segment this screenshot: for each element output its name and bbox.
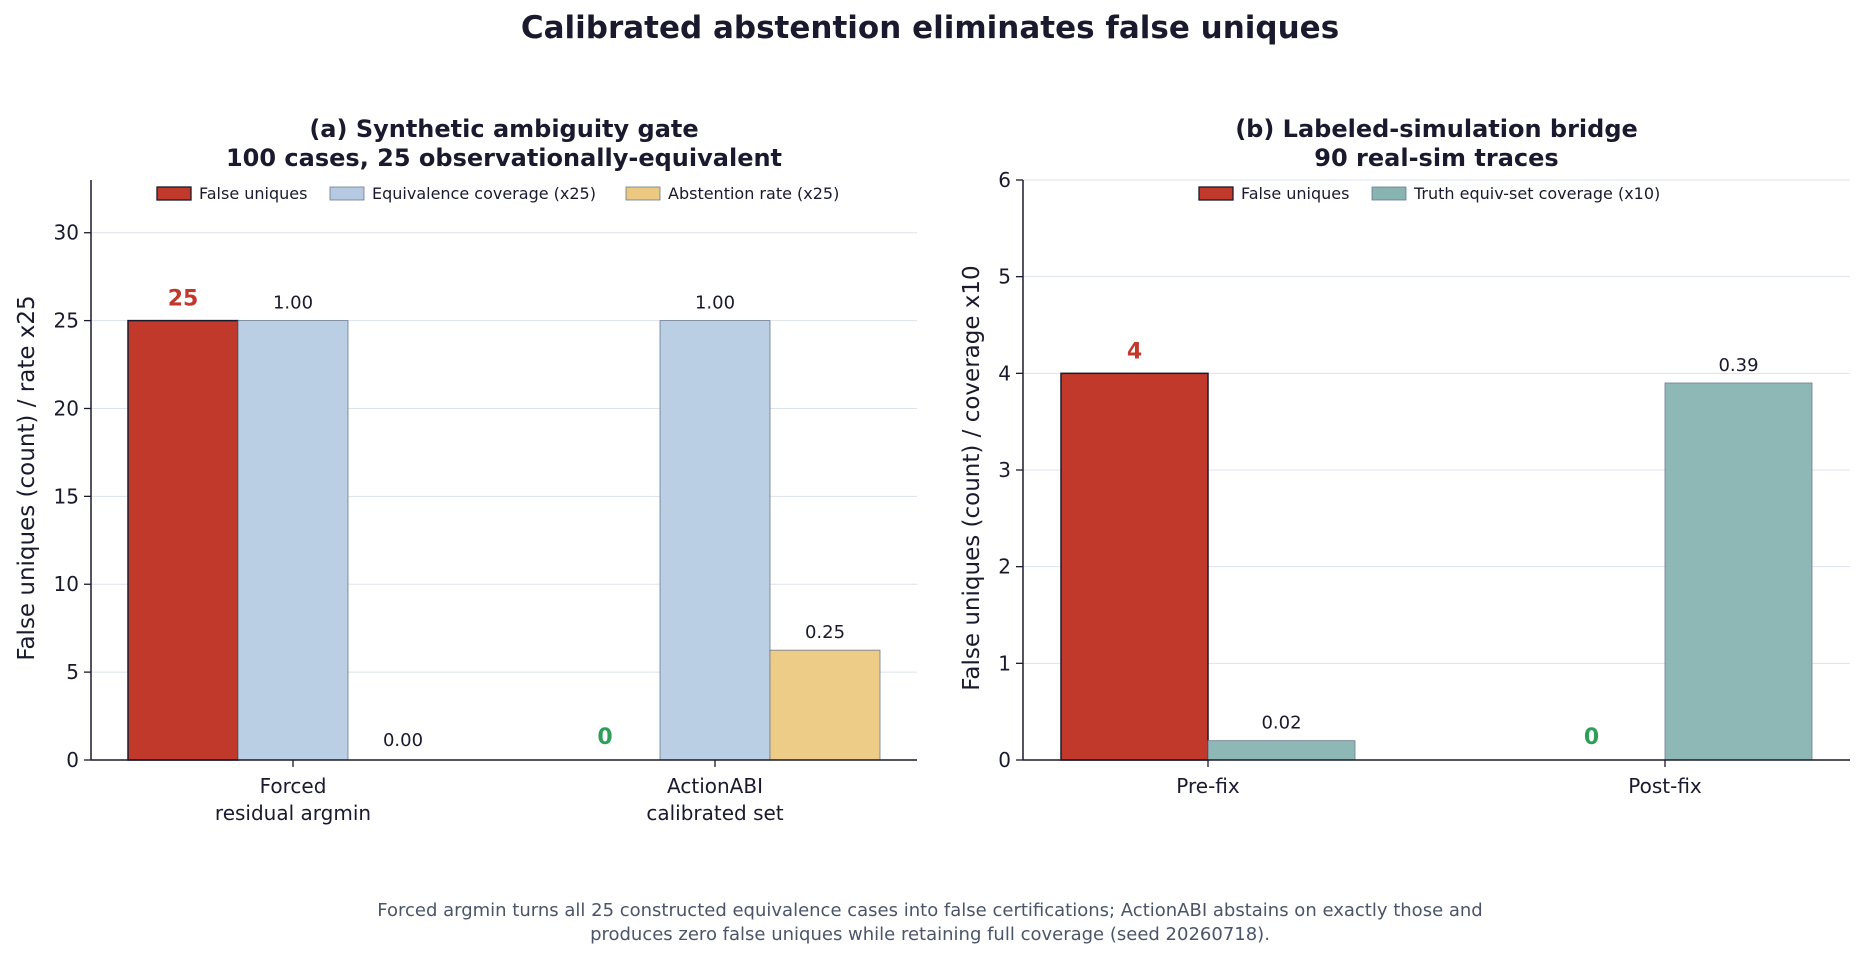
x-tick-label: residual argmin <box>215 801 371 825</box>
caption-line-2: produces zero false uniques while retain… <box>590 924 1270 945</box>
data-label: 1.00 <box>273 293 313 314</box>
y-tick-label: 0 <box>998 748 1011 772</box>
data-label: 25 <box>168 287 199 312</box>
data-label: 0 <box>597 725 612 750</box>
bar <box>1664 382 1813 761</box>
data-label: 0.00 <box>383 730 423 751</box>
data-label: 0.02 <box>1261 713 1301 734</box>
y-tick-label: 30 <box>54 221 79 245</box>
y-tick-label: 2 <box>998 555 1011 579</box>
y-tick-label: 6 <box>998 168 1011 192</box>
bar <box>659 320 771 761</box>
bar <box>1207 740 1356 761</box>
legend-swatch <box>156 186 192 201</box>
data-label: 0 <box>1584 725 1599 750</box>
legend-entry: False uniques <box>1241 184 1349 203</box>
y-tick-label: 1 <box>998 651 1011 675</box>
y-tick-label: 3 <box>998 458 1011 482</box>
bar <box>237 320 349 761</box>
legend-entry: Abstention rate (x25) <box>668 184 839 203</box>
data-label: 0.25 <box>805 622 845 643</box>
y-tick-label: 15 <box>54 484 79 508</box>
y-tick-label: 20 <box>54 396 79 420</box>
data-label: 0.39 <box>1718 355 1758 376</box>
panel-title-line: 90 real-sim traces <box>1314 144 1558 172</box>
legend-entry: Equivalence coverage (x25) <box>372 184 596 203</box>
legend-entry: False uniques <box>199 184 307 203</box>
data-label: 4 <box>1127 339 1142 364</box>
x-tick-label: calibrated set <box>646 801 783 825</box>
legend-swatch <box>1371 186 1407 201</box>
bar <box>127 319 239 761</box>
x-tick-label: Forced <box>260 774 327 798</box>
y-tick-label: 4 <box>998 361 1011 385</box>
panel-title-line: (b) Labeled-simulation bridge <box>1235 115 1638 143</box>
x-tick-label: ActionABI <box>667 774 763 798</box>
y-tick-label: 10 <box>54 572 79 596</box>
y-axis-label: False uniques (count) / coverage x10 <box>959 265 985 690</box>
x-tick-label: Pre-fix <box>1176 774 1240 798</box>
figure-title: Calibrated abstention eliminates false u… <box>521 10 1339 46</box>
legend-swatch <box>625 186 661 201</box>
data-label: 1.00 <box>695 293 735 314</box>
y-tick-label: 25 <box>54 309 79 333</box>
legend-swatch <box>329 186 365 201</box>
panel-title-line: (a) Synthetic ambiguity gate <box>309 115 698 143</box>
bar <box>769 649 881 761</box>
y-tick-label: 5 <box>998 265 1011 289</box>
y-axis-label: False uniques (count) / rate x25 <box>14 295 40 660</box>
legend-entry: Truth equiv-set coverage (x10) <box>1413 184 1660 203</box>
caption-line-1: Forced argmin turns all 25 constructed e… <box>377 900 1482 921</box>
x-tick-label: Post-fix <box>1628 774 1702 798</box>
bar <box>1060 372 1209 761</box>
y-tick-label: 5 <box>66 660 79 684</box>
panel-title-line: 100 cases, 25 observationally-equivalent <box>226 144 782 172</box>
legend-swatch <box>1198 186 1234 201</box>
y-tick-label: 0 <box>66 748 79 772</box>
